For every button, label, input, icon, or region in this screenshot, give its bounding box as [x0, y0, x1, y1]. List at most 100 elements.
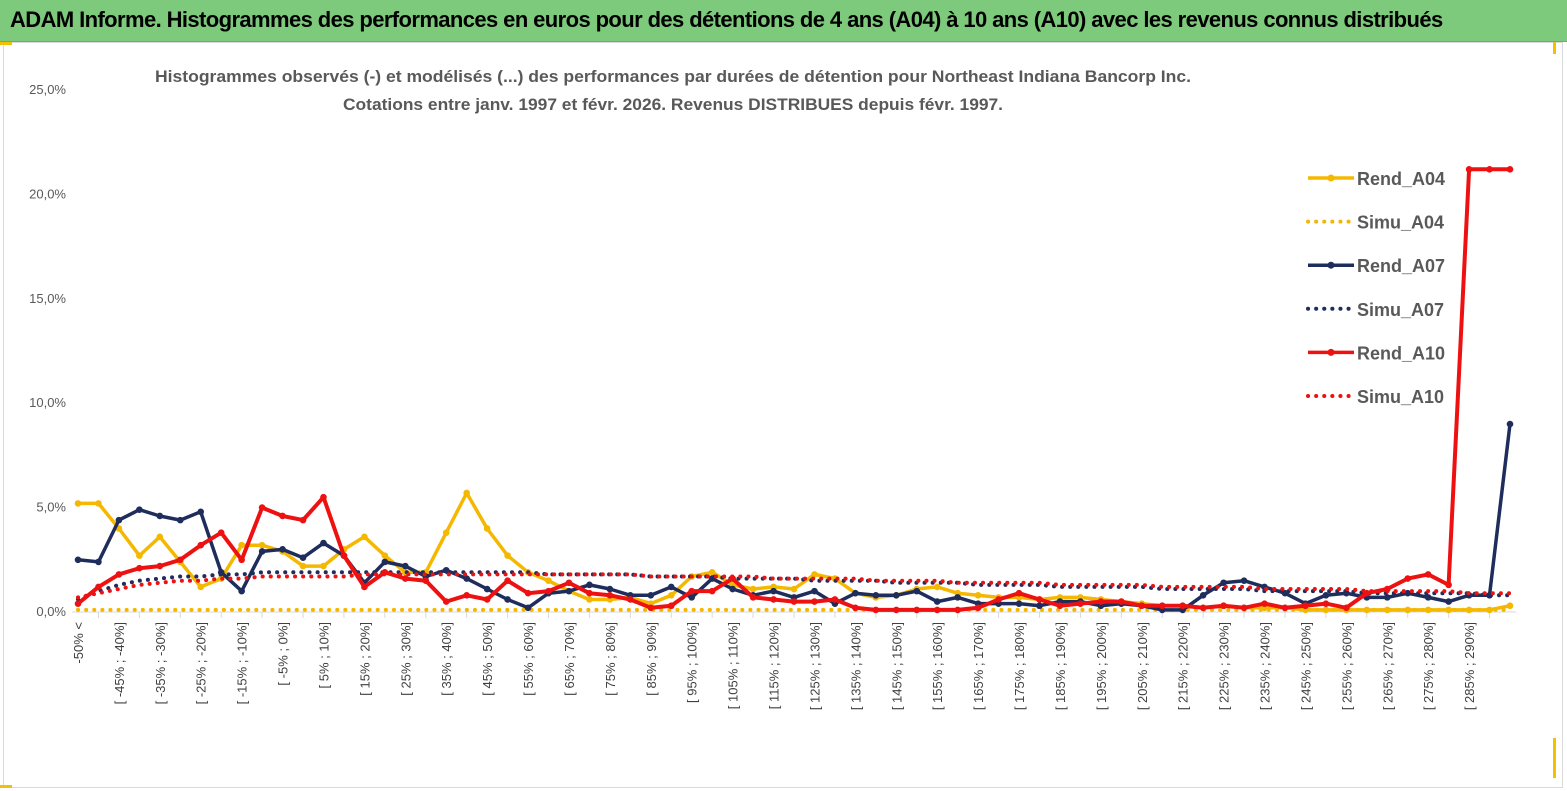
chart-frame [3, 42, 1563, 788]
data-point-rend-a10 [361, 583, 368, 591]
data-point-rend-a10 [422, 577, 430, 584]
data-point-rend-a07 [770, 587, 777, 595]
data-point-rend-a10 [483, 596, 491, 603]
data-point-rend-a10 [1199, 604, 1207, 612]
y-tick-label: 0,0% [36, 604, 66, 619]
data-point-rend-a07 [1036, 602, 1043, 610]
data-point-rend-a04 [667, 591, 675, 599]
x-tick-label: [ 55% ; 60%] [521, 622, 536, 696]
data-point-rend-a10 [1261, 600, 1268, 607]
data-point-rend-a07 [299, 554, 307, 562]
data-point-rend-a10 [1404, 575, 1412, 582]
data-point-rend-a07 [136, 506, 143, 513]
data-point-rend-a10 [402, 575, 409, 582]
data-point-rend-a07 [524, 604, 532, 612]
x-tick-label: [ 125% ; 130%] [807, 622, 822, 710]
data-point-rend-a07 [606, 585, 614, 593]
data-point-rend-a07 [463, 575, 470, 582]
data-point-rend-a10 [1220, 602, 1227, 610]
legend-label-simu-a07: Simu_A07 [1357, 300, 1444, 320]
data-point-rend-a10 [627, 596, 634, 603]
data-point-rend-a10 [688, 587, 696, 595]
data-point-rend-a10 [1322, 600, 1330, 607]
data-point-rend-a10 [74, 600, 82, 607]
data-point-rend-a10 [545, 587, 552, 595]
data-point-rend-a07 [320, 539, 327, 547]
data-point-rend-a07 [402, 562, 409, 570]
data-point-rend-a10 [1015, 589, 1023, 597]
data-point-rend-a04 [299, 562, 307, 570]
data-point-rend-a07 [115, 516, 123, 524]
data-point-rend-a10 [340, 552, 348, 559]
x-tick-label: [ 195% ; 200%] [1094, 622, 1109, 710]
data-point-rend-a04 [483, 525, 491, 532]
data-point-rend-a10 [1424, 571, 1432, 578]
data-point-rend-a07 [1240, 577, 1248, 584]
data-point-rend-a10 [974, 604, 982, 612]
x-tick-label: [ -35% ; -30%] [153, 622, 168, 704]
data-point-rend-a10 [667, 602, 675, 610]
data-point-rend-a04 [136, 552, 143, 559]
data-point-rend-a10 [197, 541, 205, 549]
x-tick-label: [ 235% ; 240%] [1258, 622, 1273, 710]
data-point-rend-a07 [1424, 594, 1432, 601]
x-tick-label: [ 95% ; 100%] [685, 622, 700, 703]
data-point-rend-a04 [381, 552, 389, 559]
data-point-rend-a10 [504, 577, 511, 584]
data-point-rend-a04 [361, 533, 368, 541]
x-tick-label: [ 25% ; 30%] [398, 622, 413, 696]
data-point-rend-a07 [1322, 591, 1330, 599]
data-point-rend-a07 [238, 587, 245, 595]
x-tick-label: [ -15% ; -10%] [235, 622, 250, 704]
data-point-rend-a07 [667, 583, 675, 591]
legend-label-rend-a10: Rend_A10 [1357, 343, 1445, 363]
legend-marker-rend-a07 [1327, 261, 1335, 269]
data-point-rend-a10 [811, 598, 818, 605]
data-point-rend-a07 [1199, 591, 1207, 599]
data-point-rend-a10 [892, 606, 900, 614]
data-point-rend-a07 [504, 596, 511, 603]
x-tick-label: [ 145% ; 150%] [889, 622, 904, 710]
data-point-rend-a10 [238, 556, 245, 564]
data-point-rend-a04 [974, 591, 982, 599]
data-point-rend-a07 [1015, 600, 1023, 607]
data-point-rend-a07 [279, 546, 286, 553]
data-point-rend-a10 [279, 512, 286, 520]
data-point-rend-a04 [197, 583, 205, 591]
data-point-rend-a10 [1118, 598, 1125, 605]
data-point-rend-a10 [115, 571, 123, 578]
data-point-rend-a07 [586, 581, 593, 589]
x-tick-label: [ -45% ; -40%] [112, 622, 127, 704]
report-title: ADAM Informe. Histogrammes des performan… [10, 7, 1443, 32]
data-point-rend-a10 [176, 556, 184, 564]
y-tick-label: 15,0% [29, 291, 66, 306]
y-tick-label: 20,0% [29, 186, 66, 201]
data-point-rend-a04 [320, 562, 327, 570]
x-tick-label: [ 85% ; 90%] [644, 622, 659, 696]
x-tick-label: [ 245% ; 250%] [1298, 622, 1313, 710]
data-point-rend-a04 [238, 541, 245, 549]
data-point-rend-a07 [913, 587, 921, 595]
data-point-rend-a10 [790, 598, 798, 605]
data-point-rend-a10 [995, 596, 1002, 603]
data-point-rend-a07 [811, 587, 818, 595]
x-tick-label: [ 165% ; 170%] [971, 622, 986, 710]
data-point-rend-a07 [872, 591, 880, 599]
data-point-rend-a10 [954, 606, 961, 614]
x-tick-label: [ 5% ; 10%] [316, 622, 331, 688]
data-point-rend-a07 [156, 512, 164, 520]
data-point-rend-a10 [442, 598, 450, 605]
data-point-rend-a10 [258, 504, 266, 511]
data-point-rend-a10 [831, 596, 839, 603]
data-point-rend-a10 [1158, 602, 1166, 610]
x-tick-label: [ 155% ; 160%] [930, 622, 945, 710]
data-point-rend-a04 [1506, 602, 1514, 610]
data-point-rend-a10 [1281, 604, 1289, 612]
data-point-rend-a10 [565, 579, 573, 587]
data-point-rend-a07 [954, 594, 961, 601]
data-point-rend-a10 [749, 594, 757, 601]
data-point-rend-a04 [545, 577, 552, 584]
data-point-rend-a10 [1240, 604, 1248, 612]
data-point-rend-a07 [1506, 420, 1514, 428]
legend-label-simu-a04: Simu_A04 [1357, 213, 1444, 233]
